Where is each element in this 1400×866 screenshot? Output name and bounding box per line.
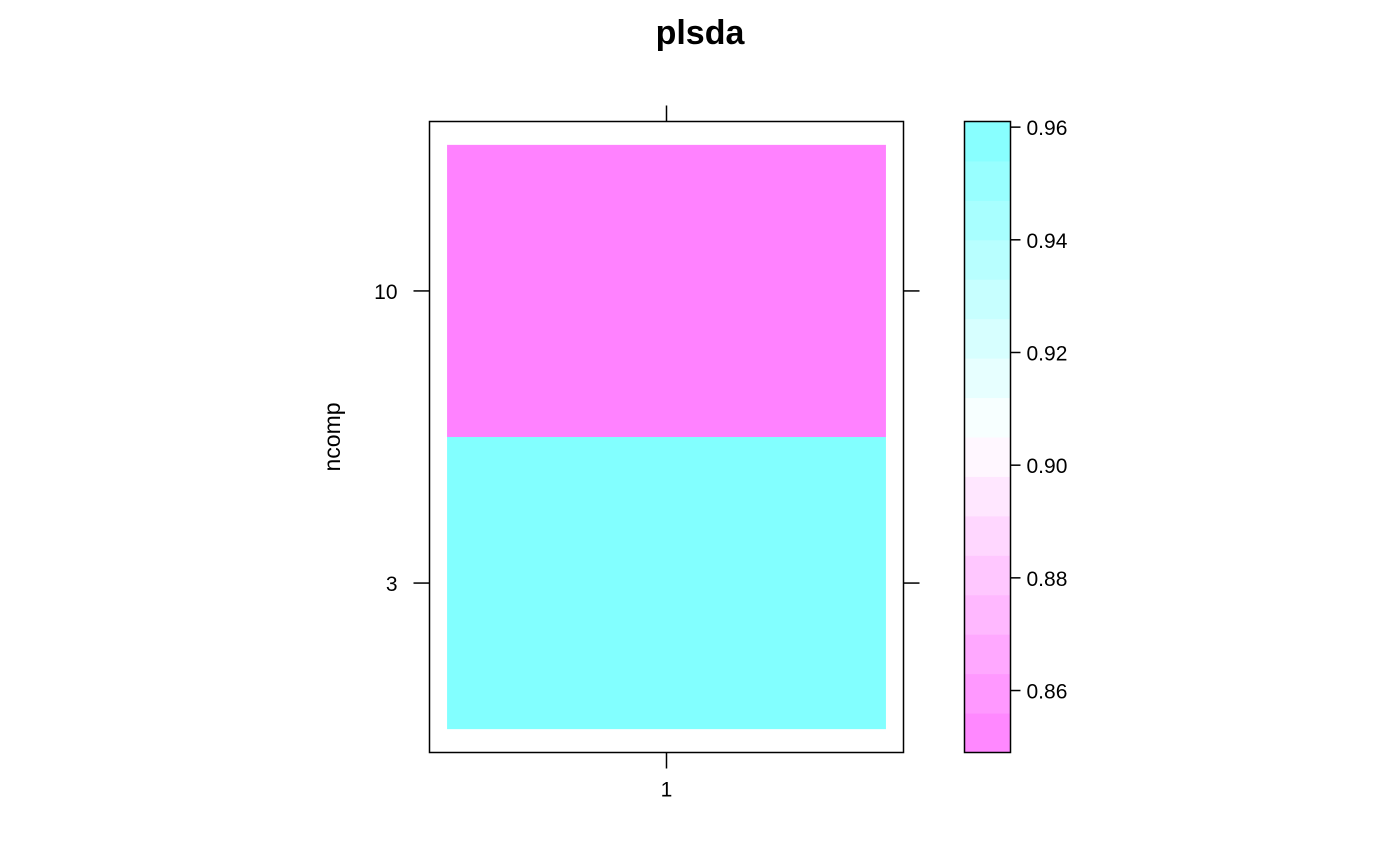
colorbar: 0.86 0.88 0.90 0.92 0.94 0.96: [963, 117, 1068, 754]
chart-title: plsda: [656, 14, 746, 52]
colorbar-band: [964, 318, 1011, 359]
colorbar-tick-label: 0.94: [1027, 230, 1068, 253]
colorbar-band: [964, 713, 1011, 753]
x-tick-label: 1: [661, 779, 673, 802]
colorbar-tick-label: 0.92: [1027, 342, 1068, 365]
colorbar-band: [964, 279, 1011, 320]
colorbar-band: [964, 437, 1011, 477]
colorbar-band: [964, 515, 1011, 556]
y-tick-label: 3: [386, 573, 398, 596]
colorbar-band: [964, 673, 1011, 714]
colorbar-tick-label: 0.96: [1027, 117, 1068, 140]
colorbar-band: [964, 555, 1011, 596]
heatmap-cell: [447, 437, 886, 730]
colorbar-band: [964, 358, 1011, 399]
heatmap-cells: [447, 144, 886, 730]
colorbar-band: [964, 121, 1011, 162]
colorbar-tick-label: 0.90: [1027, 455, 1068, 478]
heatmap-cell: [447, 144, 886, 437]
colorbar-band: [964, 397, 1011, 438]
axes: 1 3 10: [374, 105, 920, 802]
colorbar-band: [964, 476, 1011, 517]
colorbar-band: [964, 160, 1011, 201]
y-axis-title: ncomp: [319, 402, 345, 471]
colorbar-frame: [963, 120, 1012, 754]
colorbar-tick-label: 0.88: [1027, 568, 1068, 591]
colorbar-band: [964, 200, 1011, 241]
colorbar-band: [964, 634, 1011, 675]
colorbar-band: [964, 594, 1011, 635]
y-tick-label: 10: [374, 281, 397, 304]
colorbar-band: [964, 239, 1011, 280]
colorbar-tick-label: 0.86: [1027, 681, 1068, 704]
